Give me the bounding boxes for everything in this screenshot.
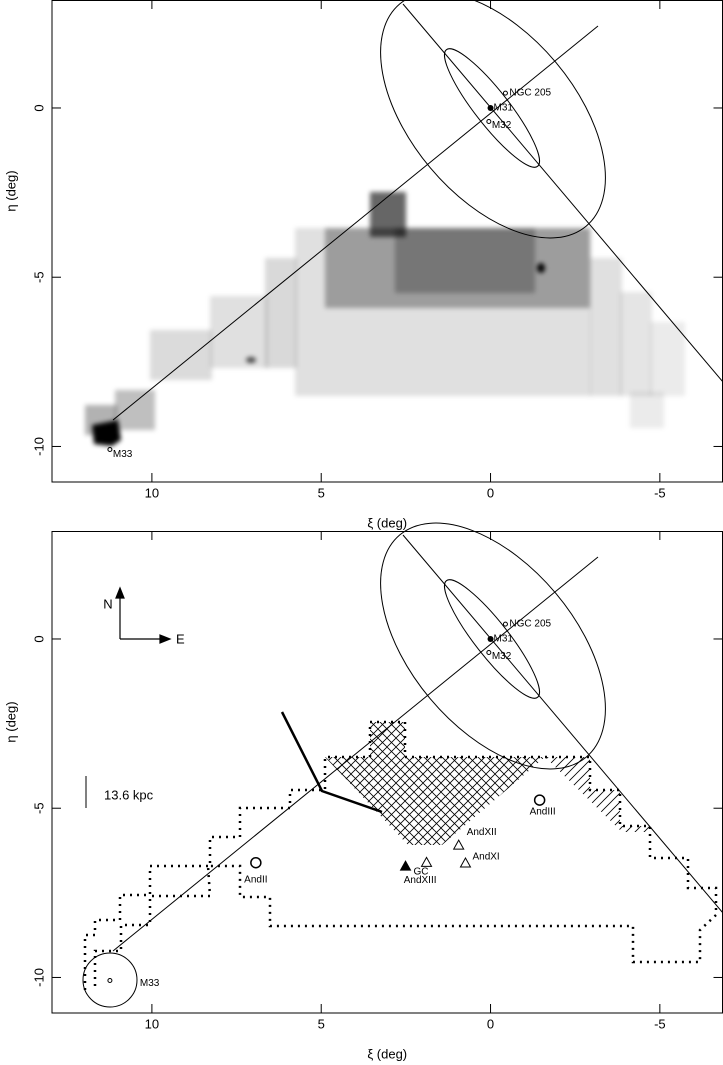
compass-north: N (103, 596, 112, 611)
figure: N E 13.6 kpc 10 5 0 -5 0 -5 -10 ξ (deg) η (deg) M… (0, 0, 723, 1065)
x-axis-label: ξ (deg) (367, 1046, 407, 1061)
galaxy-marker (454, 840, 464, 849)
galaxy-label: M31 (494, 103, 514, 114)
scale-label: 13.6 kpc (104, 787, 154, 802)
galaxy-marker (422, 857, 432, 866)
x-tick-label: 0 (487, 1016, 494, 1031)
galaxy-marker (251, 858, 261, 868)
galaxy-marker (460, 858, 470, 867)
galaxy-marker (503, 622, 507, 626)
galaxy-label: M33 (140, 978, 160, 989)
y-tick-label: -10 (31, 437, 46, 456)
y-axis-label: η (deg) (3, 701, 18, 742)
galaxy-label: NGC 205 (509, 619, 551, 630)
x-tick-label: 10 (145, 485, 159, 500)
galaxy-label: AndXI (472, 852, 499, 863)
x-tick-label: -5 (654, 1016, 666, 1031)
hatched-region (545, 757, 650, 832)
y-tick-label: -5 (31, 271, 46, 283)
galaxy-label: AndIII (530, 807, 556, 818)
galaxy-label: M33 (113, 449, 133, 460)
x-tick-label: 10 (145, 1016, 159, 1031)
cross-hatched-region (325, 722, 545, 845)
galaxy-marker (108, 979, 112, 983)
y-tick-label: 0 (31, 635, 46, 642)
galaxy-label: GC (414, 867, 429, 878)
y-tick-label: 0 (31, 104, 46, 111)
x-tick-label: 5 (318, 485, 325, 500)
y-tick-label: -5 (31, 802, 46, 814)
x-axis-label: ξ (deg) (367, 515, 407, 530)
galaxy-label: M32 (492, 651, 512, 662)
compass-east: E (176, 631, 185, 646)
galaxy-label: M31 (494, 634, 514, 645)
y-tick-label: -10 (31, 968, 46, 987)
x-tick-label: 0 (487, 485, 494, 500)
y-axis-label: η (deg) (3, 170, 18, 211)
compass (116, 588, 170, 643)
galaxy-label: M32 (492, 120, 512, 131)
galaxy-marker (487, 651, 491, 655)
galaxy-marker (535, 795, 545, 805)
galaxy-marker (503, 91, 507, 95)
galaxy-label: AndII (244, 874, 267, 885)
galaxy-label: AndXII (467, 827, 497, 838)
x-tick-label: 5 (318, 1016, 325, 1031)
x-tick-label: -5 (654, 485, 666, 500)
galaxy-marker (108, 448, 112, 452)
galaxy-marker (401, 861, 411, 870)
galaxy-marker (487, 120, 491, 124)
page: {"chart_data": [ {"type": "scatter", "xl… (0, 0, 723, 1065)
galaxy-label: NGC 205 (509, 88, 551, 99)
m33-circle (83, 953, 137, 1007)
